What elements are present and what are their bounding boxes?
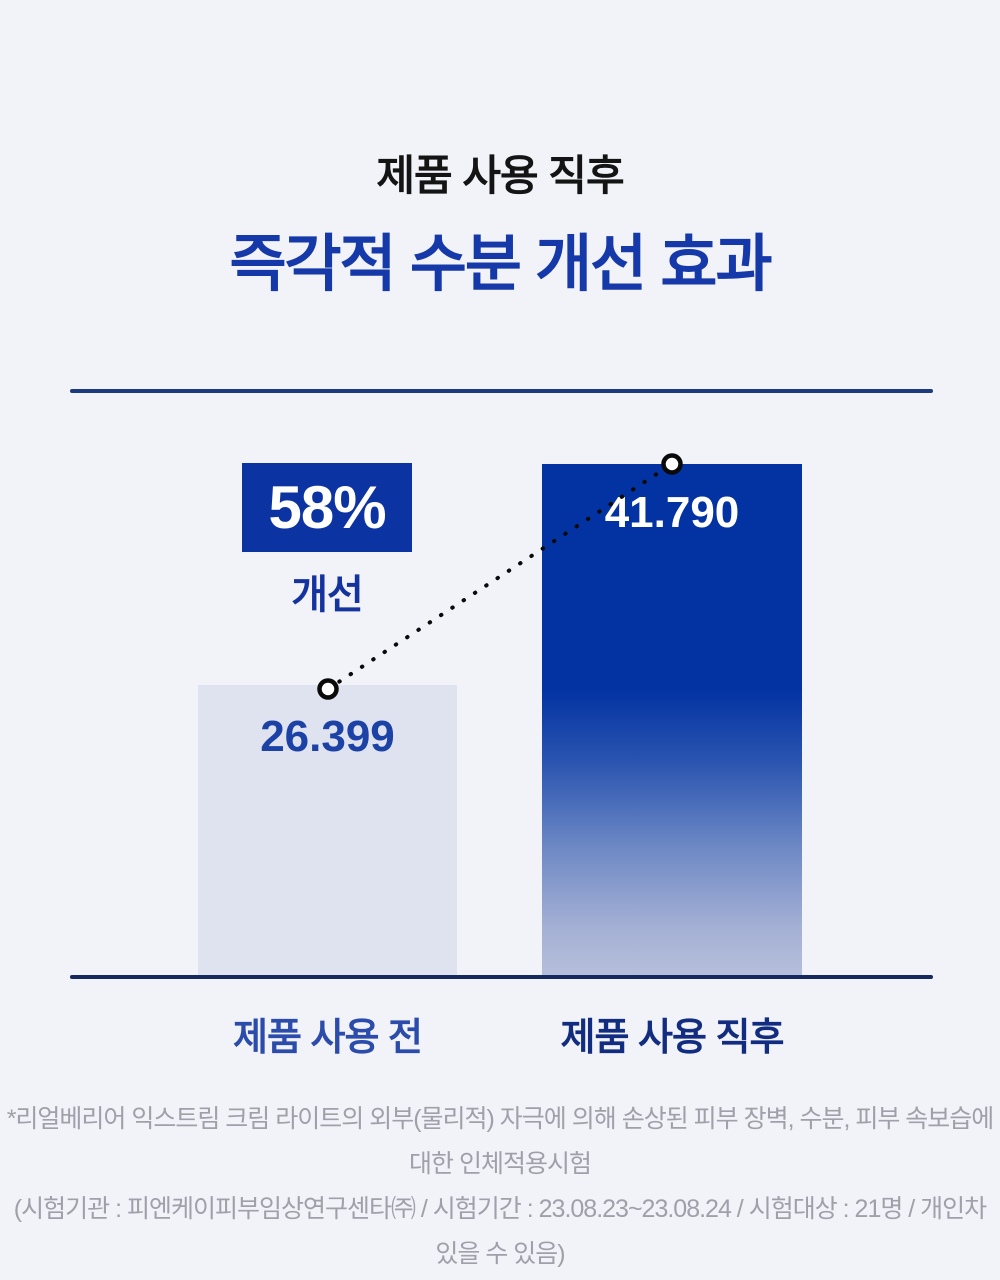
chart-baseline bbox=[70, 975, 933, 979]
bar-after-use bbox=[542, 464, 802, 977]
bar-before-value: 26.399 bbox=[260, 712, 395, 761]
footnote-line2: (시험기관 : 피엔케이피부임상연구센타㈜ / 시험기간 : 23.08.23~… bbox=[13, 1195, 987, 1268]
top-divider bbox=[70, 389, 933, 393]
x-label-after: 제품 사용 직후 bbox=[560, 1017, 785, 1059]
improvement-badge-label: 개선 bbox=[291, 573, 364, 617]
page-subtitle: 제품 사용 직후 bbox=[376, 152, 624, 199]
footnote: *리얼베리어 익스트림 크림 라이트의 외부(물리적) 자극에 의해 손상된 피… bbox=[0, 1097, 1000, 1277]
footnote-line1: *리얼베리어 익스트림 크림 라이트의 외부(물리적) 자극에 의해 손상된 피… bbox=[6, 1105, 995, 1178]
bar-before-use bbox=[198, 685, 457, 977]
page-title: 즉각적 수분 개선 효과 bbox=[229, 230, 772, 299]
bar-after-value: 41.790 bbox=[604, 488, 740, 537]
improvement-badge: 58% bbox=[242, 463, 412, 552]
x-label-before: 제품 사용 전 bbox=[233, 1017, 423, 1059]
